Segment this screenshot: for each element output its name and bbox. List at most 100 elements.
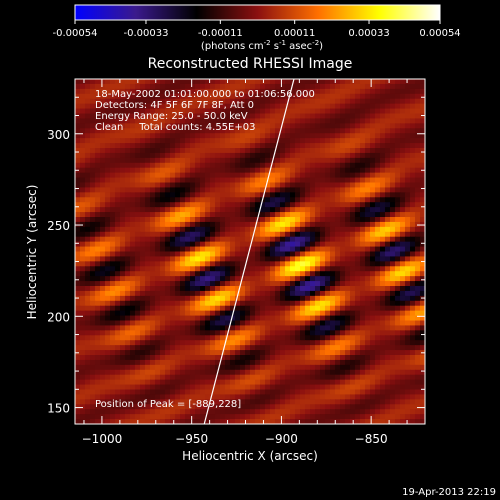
heatmap-cell bbox=[120, 148, 126, 154]
heatmap-cell bbox=[140, 148, 146, 154]
heatmap-cell bbox=[105, 399, 111, 405]
heatmap-cell bbox=[260, 236, 266, 243]
heatmap-cell bbox=[330, 202, 336, 208]
heatmap-cell bbox=[295, 251, 301, 258]
heatmap-cell bbox=[205, 88, 211, 95]
heatmap-cell bbox=[140, 221, 146, 228]
heatmap-cell bbox=[290, 93, 296, 100]
heatmap-cell bbox=[140, 79, 146, 85]
heatmap-cell bbox=[335, 325, 341, 331]
heatmap-cell bbox=[110, 320, 116, 327]
heatmap-cell bbox=[360, 167, 366, 174]
heatmap-cell bbox=[145, 167, 151, 174]
heatmap-cell bbox=[170, 226, 176, 233]
heatmap-cell bbox=[365, 162, 371, 169]
heatmap-cell bbox=[215, 236, 221, 243]
heatmap-cell bbox=[320, 221, 326, 228]
heatmap-cell bbox=[415, 281, 421, 287]
heatmap-cell bbox=[415, 157, 421, 164]
heatmap-cell bbox=[155, 419, 161, 424]
heatmap-cell bbox=[290, 320, 296, 327]
heatmap-cell bbox=[100, 98, 106, 105]
heatmap-cell bbox=[400, 231, 406, 238]
heatmap-cell bbox=[260, 202, 266, 208]
heatmap-cell bbox=[170, 202, 176, 208]
heatmap-cell bbox=[260, 256, 266, 262]
heatmap-cell bbox=[415, 93, 421, 100]
heatmap-cell bbox=[400, 364, 406, 371]
heatmap-cell bbox=[165, 231, 171, 238]
heatmap-cell bbox=[215, 83, 221, 90]
heatmap-cell bbox=[270, 152, 276, 159]
heatmap-cell bbox=[85, 207, 91, 213]
x-tick-label: −1000 bbox=[82, 432, 123, 446]
heatmap-cell bbox=[80, 345, 86, 351]
heatmap-cell bbox=[335, 251, 341, 258]
heatmap-cell bbox=[195, 98, 201, 105]
heatmap-cell bbox=[120, 197, 126, 203]
heatmap-cell bbox=[240, 286, 246, 292]
heatmap-cell bbox=[125, 197, 131, 203]
heatmap-cell bbox=[395, 325, 401, 331]
heatmap-cell bbox=[375, 300, 381, 307]
heatmap-cell bbox=[395, 290, 401, 297]
heatmap-cell bbox=[170, 251, 176, 258]
heatmap-cell bbox=[85, 251, 91, 258]
heatmap-cell bbox=[255, 157, 261, 164]
heatmap-cell bbox=[285, 359, 291, 366]
heatmap-cell bbox=[310, 310, 316, 317]
heatmap-cell bbox=[190, 414, 196, 420]
heatmap-cell bbox=[175, 305, 181, 312]
heatmap-cell bbox=[75, 108, 81, 115]
heatmap-cell bbox=[335, 409, 341, 415]
heatmap-cell bbox=[95, 187, 101, 193]
heatmap-cell bbox=[345, 261, 351, 267]
heatmap-cell bbox=[420, 143, 425, 149]
heatmap-cell bbox=[420, 212, 425, 218]
heatmap-cell bbox=[300, 251, 306, 258]
heatmap-cell bbox=[220, 79, 226, 85]
heatmap-cell bbox=[85, 389, 91, 396]
heatmap-cell bbox=[135, 138, 141, 144]
heatmap-cell bbox=[230, 118, 236, 124]
heatmap-cell bbox=[310, 409, 316, 415]
heatmap-cell bbox=[110, 330, 116, 336]
heatmap-cell bbox=[385, 394, 391, 400]
heatmap-cell bbox=[80, 330, 86, 336]
heatmap-cell bbox=[150, 340, 156, 346]
heatmap-cell bbox=[270, 359, 276, 366]
heatmap-cell bbox=[140, 128, 146, 134]
heatmap-cell bbox=[370, 345, 376, 351]
heatmap-cell bbox=[180, 394, 186, 400]
heatmap-cell bbox=[240, 389, 246, 396]
heatmap-cell bbox=[155, 79, 161, 85]
heatmap-cell bbox=[295, 187, 301, 193]
heatmap-cell bbox=[285, 325, 291, 331]
heatmap-cell bbox=[80, 414, 86, 420]
heatmap-cell bbox=[100, 374, 106, 381]
heatmap-cell bbox=[170, 310, 176, 317]
heatmap-cell bbox=[155, 355, 161, 361]
heatmap-cell bbox=[220, 384, 226, 391]
heatmap-cell bbox=[125, 414, 131, 420]
heatmap-cell bbox=[380, 310, 386, 317]
heatmap-cell bbox=[385, 177, 391, 184]
heatmap-cell bbox=[345, 236, 351, 243]
heatmap-cell bbox=[305, 374, 311, 381]
heatmap-cell bbox=[125, 231, 131, 238]
heatmap-cell bbox=[110, 138, 116, 144]
heatmap-cell bbox=[385, 286, 391, 292]
heatmap-cell bbox=[295, 246, 301, 253]
heatmap-cell bbox=[160, 138, 166, 144]
heatmap-cell bbox=[110, 172, 116, 179]
heatmap-cell bbox=[215, 374, 221, 381]
heatmap-cell bbox=[85, 320, 91, 327]
heatmap-cell bbox=[255, 330, 261, 336]
heatmap-cell bbox=[165, 419, 171, 424]
heatmap-cell bbox=[190, 340, 196, 346]
heatmap-cell bbox=[170, 261, 176, 267]
heatmap-cell bbox=[415, 369, 421, 376]
heatmap-cell bbox=[235, 167, 241, 174]
heatmap-cell bbox=[210, 379, 216, 386]
heatmap-cell bbox=[160, 419, 166, 424]
